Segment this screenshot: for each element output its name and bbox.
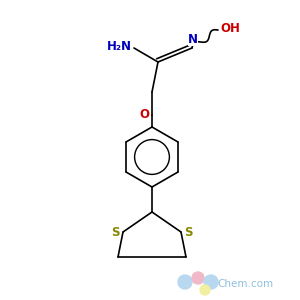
Text: O: O — [139, 109, 149, 122]
Text: S: S — [184, 226, 193, 238]
Text: OH: OH — [220, 22, 240, 35]
Text: N: N — [188, 33, 198, 46]
Circle shape — [204, 275, 218, 289]
Text: S: S — [112, 226, 120, 238]
Circle shape — [200, 285, 210, 295]
Circle shape — [192, 272, 204, 284]
Text: Chem.com: Chem.com — [217, 279, 273, 289]
Text: H₂N: H₂N — [107, 40, 132, 53]
Circle shape — [178, 275, 192, 289]
